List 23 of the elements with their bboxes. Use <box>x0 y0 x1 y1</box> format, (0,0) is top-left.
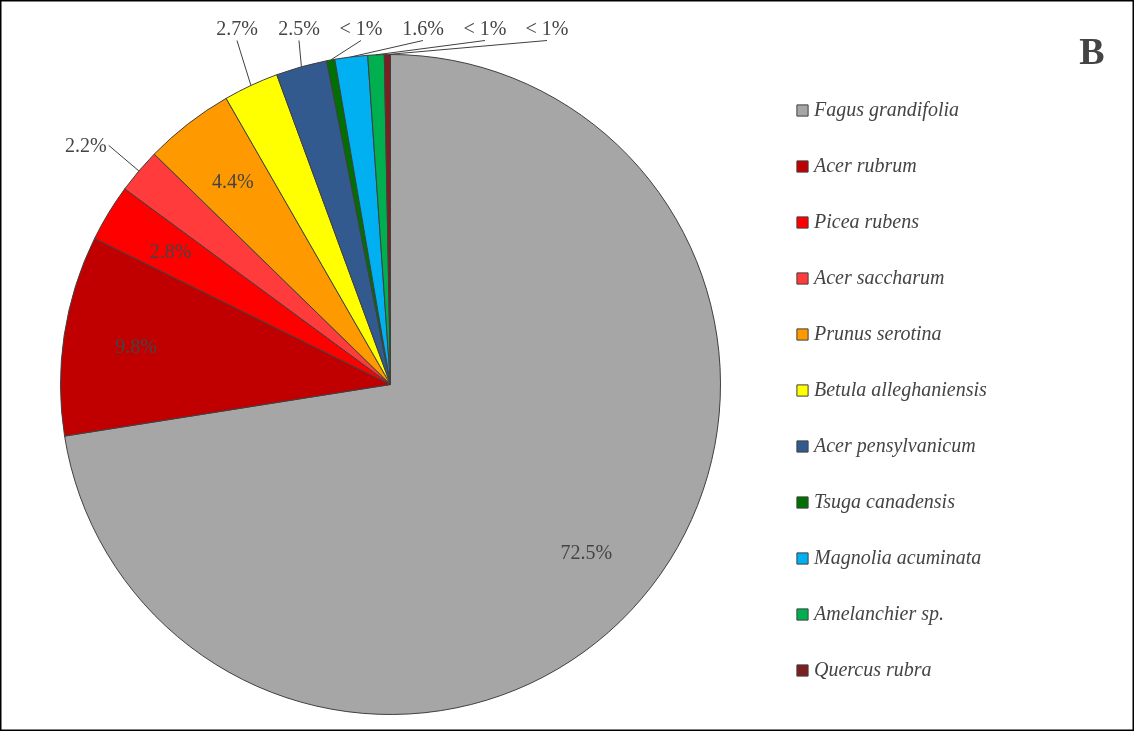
data-label: < 1% <box>463 16 507 39</box>
data-label: 2.5% <box>278 16 320 39</box>
legend-label: Picea rubens <box>814 210 919 233</box>
data-label: < 1% <box>525 16 569 39</box>
data-label: 4.4% <box>211 170 254 193</box>
legend-label: Acer pensylvanicum <box>814 434 976 457</box>
data-label: 1.6% <box>402 16 444 39</box>
text: B <box>1079 29 1105 72</box>
data-label: 2.2% <box>65 134 107 157</box>
legend-label: Tsuga canadensis <box>814 490 955 513</box>
data-label: 2.8% <box>149 239 192 262</box>
legend-label: Quercus rubra <box>814 658 932 681</box>
data-label: 2.7% <box>216 16 258 39</box>
legend-label: Fagus grandifolia <box>814 98 960 121</box>
legend-label: Betula alleghaniensis <box>814 378 987 401</box>
legend-label: Prunus serotina <box>814 322 942 345</box>
data-label: < 1% <box>339 16 383 39</box>
data-label: 9.8% <box>115 334 157 357</box>
legend-label: Amelanchier sp. <box>814 602 944 625</box>
legend-label: Magnolia acuminata <box>814 546 982 569</box>
legend-label: Acer saccharum <box>814 266 945 289</box>
data-label: 72.5% <box>560 540 613 563</box>
legend-label: Acer rubrum <box>814 154 917 177</box>
